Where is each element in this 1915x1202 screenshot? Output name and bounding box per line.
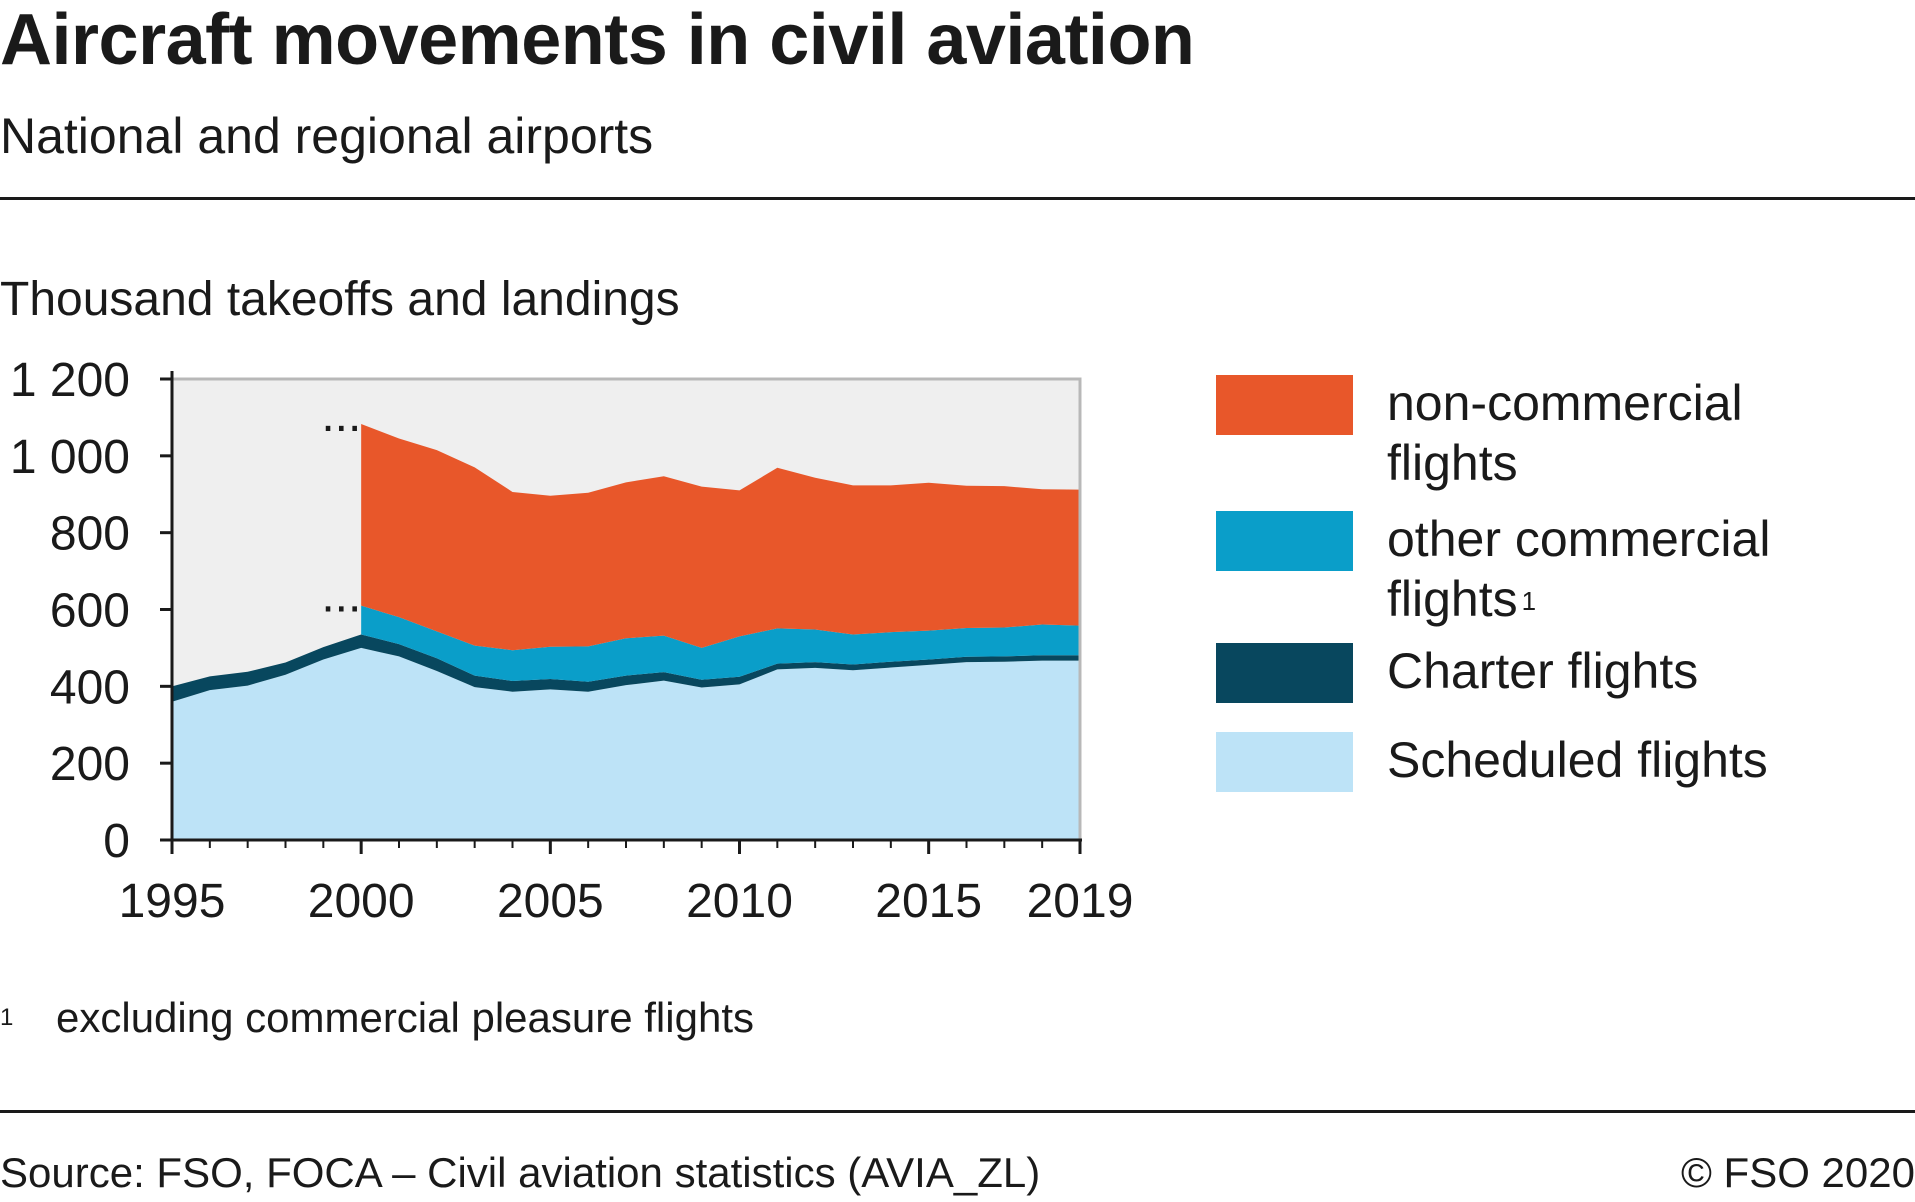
area-scheduled-flights [172,647,1080,840]
x-tick-label: 2019 [1027,875,1134,928]
legend-swatch-non-commercial [1216,375,1353,435]
legend-label-scheduled: Scheduled flights [1387,732,1768,788]
y-tick-label: 1 000 [10,431,130,484]
y-tick-label: 800 [50,508,130,561]
y-tick-label: 600 [50,585,130,638]
y-axis-unit-label: Thousand takeoffs and landings [0,273,680,326]
chart-title: Aircraft movements in civil aviation [0,0,1195,80]
legend-footnote-marker: 1 [1521,586,1537,616]
y-tick-label: 1 200 [10,354,130,407]
y-tick-label: 400 [50,661,130,714]
footnote-marker: 1 [0,1004,14,1031]
area-other-commercial-flights [361,605,1080,682]
x-tick-label: 2000 [308,875,415,928]
x-tick-label: 1995 [119,875,226,928]
chart-subtitle: National and regional airports [0,108,654,164]
area-charter-flights [172,634,1080,702]
legend-swatch-scheduled [1216,732,1353,792]
area-chart: 0 200 400 600 800 1 000 1 200 1995 2000 2005 2010 2… [10,354,1134,928]
missing-data-marker: ... [321,570,361,623]
legend-swatch-other-commercial [1216,511,1353,571]
bottom-divider [0,1110,1915,1113]
missing-data-marker: ... [321,389,361,442]
top-divider [0,197,1915,200]
copyright-text: © FSO 2020 [1680,1149,1915,1196]
footnote-text: excluding commercial pleasure flights [56,994,754,1041]
plot-area: 0 200 400 600 800 1 000 1 200 1995 2000 2005 2010 2… [10,354,1134,928]
source-text: Source: FSO, FOCA – Civil aviation stati… [0,1149,1041,1196]
y-tick-label: 0 [103,815,130,868]
legend-label-non-commercial: non-commercial flights [1387,375,1743,491]
legend-label-charter: Charter flights [1387,643,1699,699]
footnote: 1 excluding commercial pleasure flights [0,993,754,1043]
legend-swatch-charter [1216,643,1353,703]
x-tick-label: 2015 [875,875,982,928]
legend-label-other-commercial: other commercial flights 1 [1387,511,1771,627]
y-tick-label: 200 [50,738,130,791]
x-tick-label: 2010 [686,875,793,928]
area-non-commercial-flights [361,423,1080,651]
x-tick-label: 2005 [497,875,604,928]
